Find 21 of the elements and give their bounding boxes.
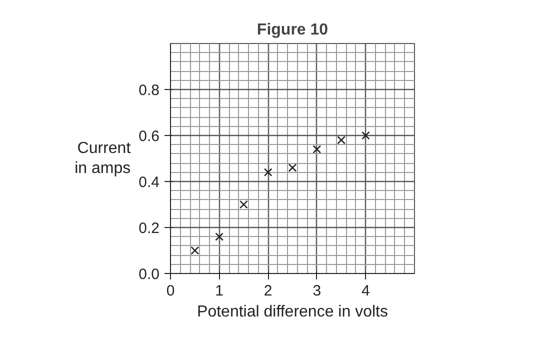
- point: [312, 145, 322, 154]
- point: [240, 200, 248, 209]
- point: [264, 168, 272, 176]
- x-tick-label: 1: [215, 282, 224, 300]
- y-tick-label: 0.0: [138, 266, 160, 283]
- point: [362, 131, 370, 140]
- chart-title: Figure 10: [256, 22, 328, 38]
- y-tick-label: 0.6: [138, 128, 160, 145]
- x-tick-label: 0: [166, 282, 175, 300]
- point: [190, 246, 200, 255]
- point: [288, 164, 297, 172]
- x-tick-label: 3: [312, 282, 322, 300]
- x-axis-title: Potential difference in volts: [197, 304, 388, 320]
- y-axis-title: Current in amps: [74, 140, 132, 178]
- x-tick-label: 4: [362, 282, 370, 300]
- x-tick-label: 2: [264, 282, 272, 300]
- point: [337, 136, 346, 144]
- y-tick-label: 0.4: [138, 174, 160, 191]
- y-tick-label: 0.2: [138, 220, 160, 237]
- point: [215, 232, 224, 241]
- y-tick-label: 0.8: [138, 82, 160, 99]
